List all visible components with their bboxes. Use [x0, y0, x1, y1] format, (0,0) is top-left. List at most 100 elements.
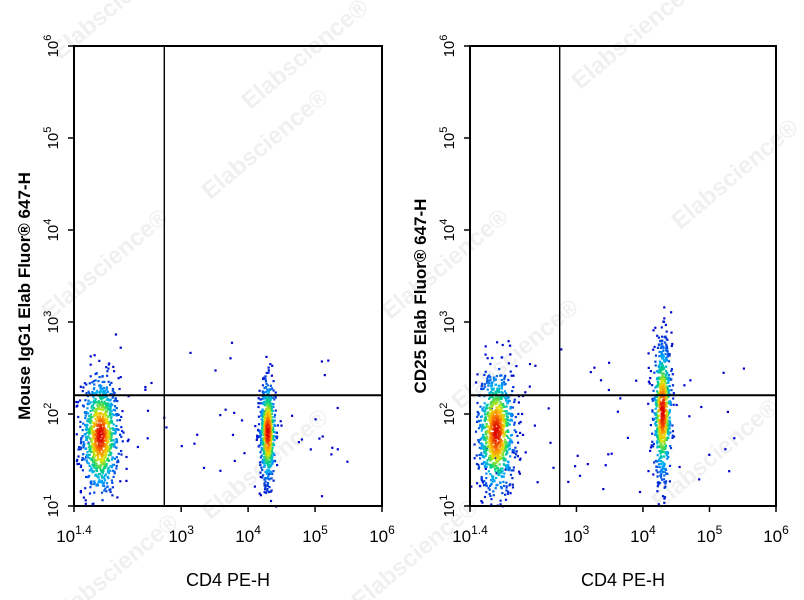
- data-point: [495, 459, 498, 462]
- data-point: [479, 405, 482, 408]
- data-point: [502, 449, 505, 452]
- data-point: [488, 391, 491, 394]
- data-point: [665, 377, 668, 380]
- data-point: [85, 431, 88, 434]
- data-point: [653, 397, 656, 400]
- data-point: [490, 463, 493, 466]
- data-point: [655, 440, 658, 443]
- data-point: [486, 441, 489, 444]
- data-point: [508, 344, 512, 347]
- data-point: [505, 489, 508, 492]
- data-point: [96, 423, 99, 426]
- data-point: [111, 469, 115, 472]
- data-point: [496, 426, 499, 430]
- data-point: [675, 403, 678, 407]
- data-point: [93, 482, 96, 485]
- data-point: [261, 426, 264, 429]
- data-point: [663, 470, 666, 473]
- data-point: [88, 415, 91, 418]
- data-point: [494, 420, 497, 423]
- data-point: [513, 398, 516, 401]
- data-point: [99, 439, 102, 442]
- data-point: [98, 478, 101, 482]
- data-point: [661, 410, 664, 413]
- data-point: [271, 419, 274, 422]
- data-point: [663, 336, 666, 339]
- data-point: [254, 425, 257, 428]
- data-point: [88, 430, 91, 433]
- data-point: [79, 446, 82, 449]
- data-point: [498, 445, 501, 448]
- data-point: [113, 409, 117, 412]
- data-point: [490, 439, 493, 442]
- data-point: [78, 446, 81, 449]
- data-point: [100, 397, 103, 401]
- data-point: [654, 407, 657, 410]
- data-point: [488, 406, 491, 409]
- data-point: [494, 427, 497, 430]
- data-point: [126, 440, 129, 443]
- data-point: [484, 463, 487, 466]
- data-point: [489, 362, 492, 366]
- data-point: [652, 473, 655, 476]
- data-point: [654, 364, 657, 367]
- data-point: [662, 367, 665, 370]
- data-point: [652, 389, 655, 392]
- data-point: [110, 410, 113, 413]
- data-point: [100, 452, 103, 455]
- data-point: [492, 455, 495, 458]
- data-point: [501, 382, 504, 385]
- data-point: [480, 500, 483, 503]
- data-point: [267, 457, 270, 460]
- data-point: [99, 464, 102, 467]
- data-point: [262, 443, 265, 446]
- data-point: [661, 426, 664, 429]
- data-point: [495, 464, 498, 467]
- data-point: [499, 499, 502, 502]
- data-point: [94, 454, 97, 457]
- data-point: [102, 389, 105, 392]
- data-point: [667, 425, 670, 428]
- data-point: [495, 428, 498, 431]
- data-point: [663, 486, 666, 489]
- data-point: [263, 464, 266, 467]
- data-point: [501, 452, 504, 455]
- data-point: [492, 427, 495, 430]
- data-point: [90, 432, 93, 435]
- data-point: [495, 476, 498, 479]
- data-point: [490, 383, 493, 386]
- data-point: [105, 463, 108, 466]
- data-point: [660, 362, 664, 365]
- data-point: [655, 405, 658, 408]
- data-point: [728, 470, 731, 473]
- data-point: [269, 441, 272, 444]
- data-point: [274, 396, 277, 399]
- data-point: [671, 436, 674, 439]
- data-point: [486, 403, 489, 406]
- data-point: [323, 374, 326, 377]
- data-point: [504, 374, 507, 377]
- data-point: [76, 463, 79, 466]
- data-point: [270, 412, 273, 415]
- data-point: [662, 430, 665, 433]
- data-point: [266, 484, 270, 488]
- data-point: [271, 396, 274, 399]
- data-point: [96, 404, 99, 407]
- data-point: [265, 423, 268, 426]
- data-point: [107, 426, 110, 429]
- data-point: [110, 445, 113, 448]
- data-point: [484, 439, 487, 442]
- data-point: [667, 352, 670, 355]
- data-point: [112, 432, 115, 435]
- data-point: [264, 404, 267, 407]
- data-point: [489, 419, 492, 422]
- data-point: [105, 395, 108, 398]
- data-point: [84, 433, 87, 436]
- data-point: [94, 444, 98, 447]
- data-point: [82, 422, 85, 425]
- data-point: [656, 436, 659, 439]
- data-point: [165, 426, 168, 429]
- data-point: [89, 363, 92, 366]
- data-point: [547, 407, 550, 410]
- data-point: [272, 479, 275, 482]
